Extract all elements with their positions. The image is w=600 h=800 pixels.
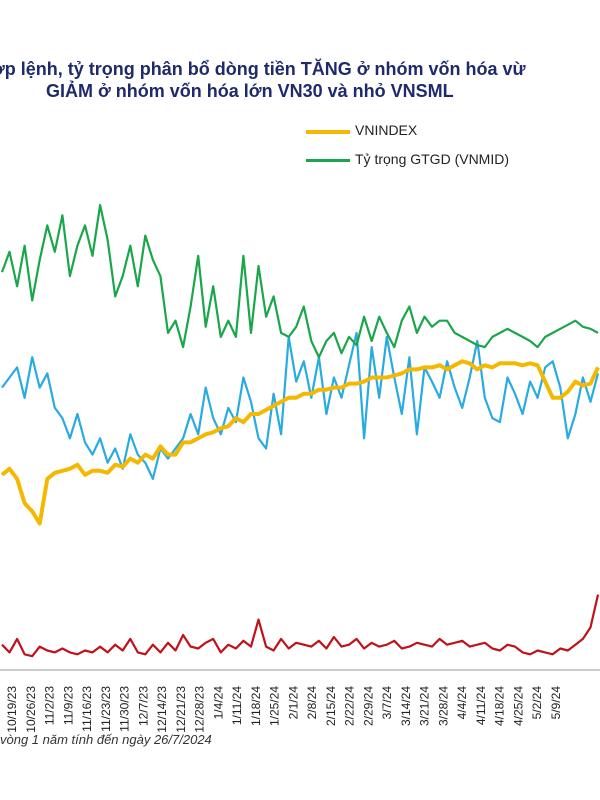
x-tick-label: 10/26/23 bbox=[24, 686, 38, 733]
x-tick-label: 3/14/24 bbox=[399, 686, 413, 726]
x-tick-label: 1/11/24 bbox=[230, 686, 244, 725]
x-tick-label: 11/30/23 bbox=[118, 686, 132, 732]
x-tick-label: 1/4/24 bbox=[211, 686, 225, 720]
chart-title-line2: GIẢM ở nhóm vốn hóa lớn VN30 và nhỏ VNSM… bbox=[46, 81, 454, 101]
x-tick-label: 12/21/23 bbox=[174, 686, 188, 733]
x-tick-label: 4/4/24 bbox=[455, 686, 469, 720]
x-tick-label: 11/9/23 bbox=[61, 686, 75, 725]
x-tick-label: 4/18/24 bbox=[493, 686, 507, 726]
series-line-vnindex bbox=[0, 359, 600, 526]
x-tick-label: 2/22/24 bbox=[343, 686, 357, 726]
x-tick-label: 1/25/24 bbox=[268, 686, 282, 726]
x-tick-label: 12/7/23 bbox=[136, 686, 150, 726]
x-tick-label: 3/21/24 bbox=[418, 686, 432, 726]
x-tick-label: 2/8/24 bbox=[305, 686, 319, 720]
x-tick-label: 2/29/24 bbox=[361, 686, 375, 726]
series-line-vn30 bbox=[1, 331, 600, 480]
x-tick-label: 1/18/24 bbox=[249, 686, 263, 726]
x-tick-label: 5/9/24 bbox=[549, 686, 563, 720]
series-line-vnsml bbox=[1, 594, 600, 658]
x-tick-label: 2/15/24 bbox=[324, 686, 338, 726]
x-tick-label: 11/23/23 bbox=[99, 686, 113, 732]
x-tick-label: 12/14/23 bbox=[155, 686, 169, 733]
legend-label-vnindex: VNINDEX bbox=[355, 122, 418, 138]
x-tick-label: 5/2/24 bbox=[530, 686, 544, 720]
x-tick-label: 2/1/24 bbox=[286, 686, 300, 720]
x-tick-label: 12/28/23 bbox=[193, 686, 207, 733]
x-tick-label: 11/16/23 bbox=[80, 686, 94, 732]
x-tick-label: 11/2/23 bbox=[43, 686, 57, 725]
x-tick-label: 10/19/23 bbox=[5, 686, 19, 733]
legend-swatch-vnindex bbox=[306, 130, 350, 134]
legend-label-vnmid: Tỷ trọng GTGD (VNMID) bbox=[355, 151, 510, 167]
series-line-vnmid bbox=[0, 204, 599, 359]
x-tick-label: 3/28/24 bbox=[436, 686, 450, 726]
x-tick-label: 3/7/24 bbox=[380, 686, 394, 720]
legend-swatch-vnmid bbox=[306, 159, 350, 162]
x-tick-label: 4/25/24 bbox=[511, 686, 525, 726]
footnote: vòng 1 năm tính đến ngày 26/7/2024 bbox=[0, 732, 212, 747]
chart-title-line1: ớp lệnh, tỷ trọng phân bổ dòng tiền TĂNG… bbox=[0, 59, 526, 79]
x-tick-label: 4/11/24 bbox=[474, 686, 488, 725]
